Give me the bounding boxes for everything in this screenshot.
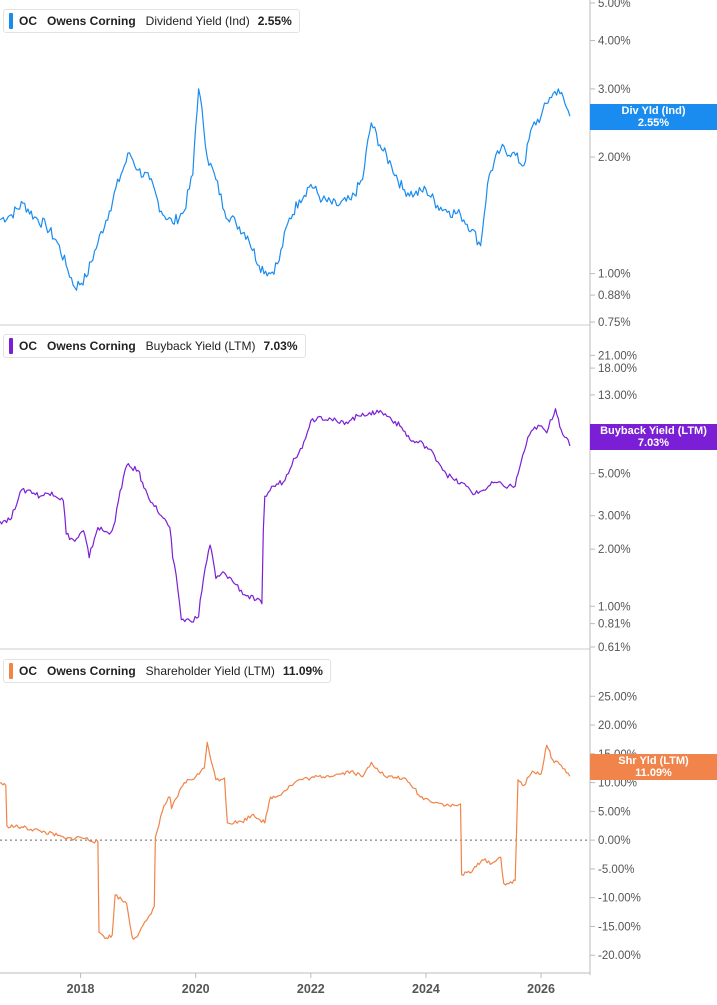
series-color-swatch: [9, 338, 13, 354]
legend-buyback-yield[interactable]: OC Owens Corning Buyback Yield (LTM) 7.0…: [3, 334, 306, 358]
y-tick-label: 5.00%: [598, 806, 631, 818]
legend-company: Owens Corning: [47, 339, 136, 353]
y-tick-label: 2.00%: [598, 152, 631, 164]
y-tick-label: 20.00%: [598, 720, 637, 732]
legend-metric: Shareholder Yield (LTM): [145, 664, 275, 678]
y-tick-label: 18.00%: [598, 363, 637, 375]
legend-shareholder-yield[interactable]: OC Owens Corning Shareholder Yield (LTM)…: [3, 659, 331, 683]
flag-value: 2.55%: [637, 117, 670, 129]
y-tick-label: 1.00%: [598, 601, 631, 613]
flag-label: Div Yld (Ind): [621, 105, 686, 117]
flag-value: 7.03%: [637, 437, 670, 449]
x-tick-label: 2018: [67, 982, 95, 996]
series-color-swatch: [9, 663, 13, 679]
y-tick-label: 2.00%: [598, 544, 631, 556]
y-tick-label: 0.88%: [598, 290, 631, 302]
y-tick-label: 0.75%: [598, 317, 631, 329]
y-tick-label: 25.00%: [598, 691, 637, 703]
legend-dividend-yield[interactable]: OC Owens Corning Dividend Yield (Ind) 2.…: [3, 9, 300, 33]
legend-value: 7.03%: [263, 339, 298, 353]
y-tick-label: 21.00%: [598, 350, 637, 362]
legend-ticker: OC: [19, 664, 37, 678]
flag-label: Buyback Yield (LTM): [600, 425, 707, 437]
legend-ticker: OC: [19, 14, 37, 28]
legend-value: 11.09%: [282, 664, 323, 678]
series-line-shareholder-yield: [0, 741, 571, 940]
series-color-swatch: [9, 13, 13, 29]
flag-value: 11.09%: [635, 767, 672, 779]
y-tick-label: 13.00%: [598, 390, 637, 402]
legend-metric: Dividend Yield (Ind): [145, 14, 250, 28]
y-tick-label: -15.00%: [598, 921, 641, 933]
series-line-dividend-yield: [0, 88, 571, 291]
y-tick-label: 0.81%: [598, 619, 631, 631]
y-tick-label: -10.00%: [598, 893, 641, 905]
y-tick-label: 4.00%: [598, 36, 631, 48]
y-tick-label: 10.00%: [598, 778, 637, 790]
legend-metric: Buyback Yield (LTM): [145, 339, 256, 353]
value-flag-buyback-yield: Buyback Yield (LTM) 7.03%: [590, 424, 717, 450]
y-tick-label: -20.00%: [598, 950, 641, 962]
legend-ticker: OC: [19, 339, 37, 353]
y-tick-label: 0.00%: [598, 835, 631, 847]
y-tick-label: 3.00%: [598, 511, 631, 523]
legend-company: Owens Corning: [47, 14, 136, 28]
value-flag-dividend-yield: Div Yld (Ind) 2.55%: [590, 104, 717, 130]
y-tick-label: 0.61%: [598, 642, 631, 654]
value-flag-shareholder-yield: Shr Yld (LTM) 11.09%: [590, 754, 717, 780]
y-tick-label: 1.00%: [598, 269, 631, 281]
legend-company: Owens Corning: [47, 664, 136, 678]
y-tick-label: 3.00%: [598, 84, 631, 96]
x-tick-label: 2022: [297, 982, 325, 996]
x-tick-label: 2024: [412, 982, 440, 996]
y-tick-label: 5.00%: [598, 0, 631, 10]
y-tick-label: -5.00%: [598, 864, 634, 876]
legend-value: 2.55%: [257, 14, 292, 28]
flag-label: Shr Yld (LTM): [618, 755, 689, 767]
y-tick-label: 5.00%: [598, 469, 631, 481]
series-line-buyback-yield: [0, 408, 571, 623]
x-tick-label: 2020: [182, 982, 210, 996]
x-tick-label: 2026: [527, 982, 555, 996]
